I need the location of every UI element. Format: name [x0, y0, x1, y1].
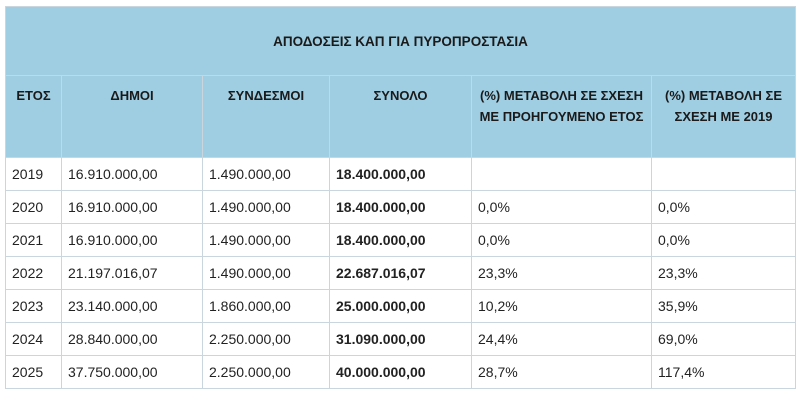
- cell-associations: 2.250.000,00: [202, 322, 330, 356]
- column-header-change-previous-year: (%) ΜΕΤΑΒΟΛΗ ΣΕ ΣΧΕΣΗ ΜΕ ΠΡΟΗΓΟΥΜΕΝΟ ΕΤΟ…: [471, 75, 652, 158]
- table-title: ΑΠΟΔΟΣΕΙΣ ΚΑΠ ΓΙΑ ΠΥΡΟΠΡΟΣΤΑΣΙΑ: [4, 6, 797, 76]
- cell-associations: 1.490.000,00: [202, 157, 330, 191]
- table-row: 2019 16.910.000,00 1.490.000,00 18.400.0…: [5, 157, 797, 191]
- cell-change-previous-year: 0,0%: [471, 190, 652, 224]
- cell-change-vs-2019: 0,0%: [650, 223, 797, 257]
- cell-municipalities: 23.140.000,00: [61, 289, 203, 323]
- table-row: 2020 16.910.000,00 1.490.000,00 18.400.0…: [5, 190, 797, 224]
- cell-municipalities: 37.750.000,00: [61, 355, 203, 389]
- cell-year: 2023: [5, 289, 62, 323]
- cell-change-previous-year: 0,0%: [471, 223, 652, 257]
- cell-associations: 1.490.000,00: [202, 223, 330, 257]
- table-row: 2022 21.197.016,07 1.490.000,00 22.687.0…: [5, 256, 797, 290]
- cell-associations: 1.490.000,00: [202, 190, 330, 224]
- cell-municipalities: 16.910.000,00: [61, 157, 203, 191]
- cell-year: 2019: [5, 157, 62, 191]
- cell-municipalities: 28.840.000,00: [61, 322, 203, 356]
- cell-total: 31.090.000,00: [329, 322, 472, 356]
- cell-associations: 2.250.000,00: [202, 355, 330, 389]
- cell-change-vs-2019: 0,0%: [650, 190, 797, 224]
- cell-year: 2020: [5, 190, 62, 224]
- table-container: ΑΠΟΔΟΣΕΙΣ ΚΑΠ ΓΙΑ ΠΥΡΟΠΡΟΣΤΑΣΙΑ ΕΤΟΣ ΔΗΜ…: [4, 6, 797, 389]
- column-header-change-vs-2019: (%) ΜΕΤΑΒΟΛΗ ΣΕ ΣΧΕΣΗ ΜΕ 2019: [650, 75, 797, 158]
- cell-change-previous-year: 10,2%: [471, 289, 652, 323]
- cell-change-previous-year: 28,7%: [471, 355, 652, 389]
- cell-associations: 1.860.000,00: [202, 289, 330, 323]
- table-row: 2021 16.910.000,00 1.490.000,00 18.400.0…: [5, 223, 797, 257]
- table-row: 2023 23.140.000,00 1.860.000,00 25.000.0…: [5, 289, 797, 323]
- cell-total: 25.000.000,00: [329, 289, 472, 323]
- cell-municipalities: 16.910.000,00: [61, 190, 203, 224]
- cell-associations: 1.490.000,00: [202, 256, 330, 290]
- column-header-associations: ΣΥΝΔΕΣΜΟΙ: [202, 75, 330, 158]
- data-table: ΑΠΟΔΟΣΕΙΣ ΚΑΠ ΓΙΑ ΠΥΡΟΠΡΟΣΤΑΣΙΑ ΕΤΟΣ ΔΗΜ…: [4, 6, 797, 389]
- cell-total: 22.687.016,07: [329, 256, 472, 290]
- table-row: 2024 28.840.000,00 2.250.000,00 31.090.0…: [5, 322, 797, 356]
- cell-total: 18.400.000,00: [329, 223, 472, 257]
- cell-municipalities: 21.197.016,07: [61, 256, 203, 290]
- table-row: 2025 37.750.000,00 2.250.000,00 40.000.0…: [5, 355, 797, 389]
- cell-total: 40.000.000,00: [329, 355, 472, 389]
- cell-change-vs-2019: 23,3%: [650, 256, 797, 290]
- cell-year: 2022: [5, 256, 62, 290]
- cell-change-previous-year: 23,3%: [471, 256, 652, 290]
- cell-change-vs-2019: 35,9%: [650, 289, 797, 323]
- column-header-municipalities: ΔΗΜΟΙ: [61, 75, 203, 158]
- cell-change-previous-year: 24,4%: [471, 322, 652, 356]
- cell-year: 2024: [5, 322, 62, 356]
- column-header-year: ΕΤΟΣ: [5, 75, 62, 158]
- cell-change-vs-2019: 69,0%: [650, 322, 797, 356]
- cell-year: 2025: [5, 355, 62, 389]
- cell-change-vs-2019: [650, 157, 797, 191]
- cell-year: 2021: [5, 223, 62, 257]
- cell-change-previous-year: [471, 157, 652, 191]
- cell-municipalities: 16.910.000,00: [61, 223, 203, 257]
- cell-change-vs-2019: 117,4%: [650, 355, 797, 389]
- column-header-total: ΣΥΝΟΛΟ: [329, 75, 472, 158]
- cell-total: 18.400.000,00: [329, 157, 472, 191]
- cell-total: 18.400.000,00: [329, 190, 472, 224]
